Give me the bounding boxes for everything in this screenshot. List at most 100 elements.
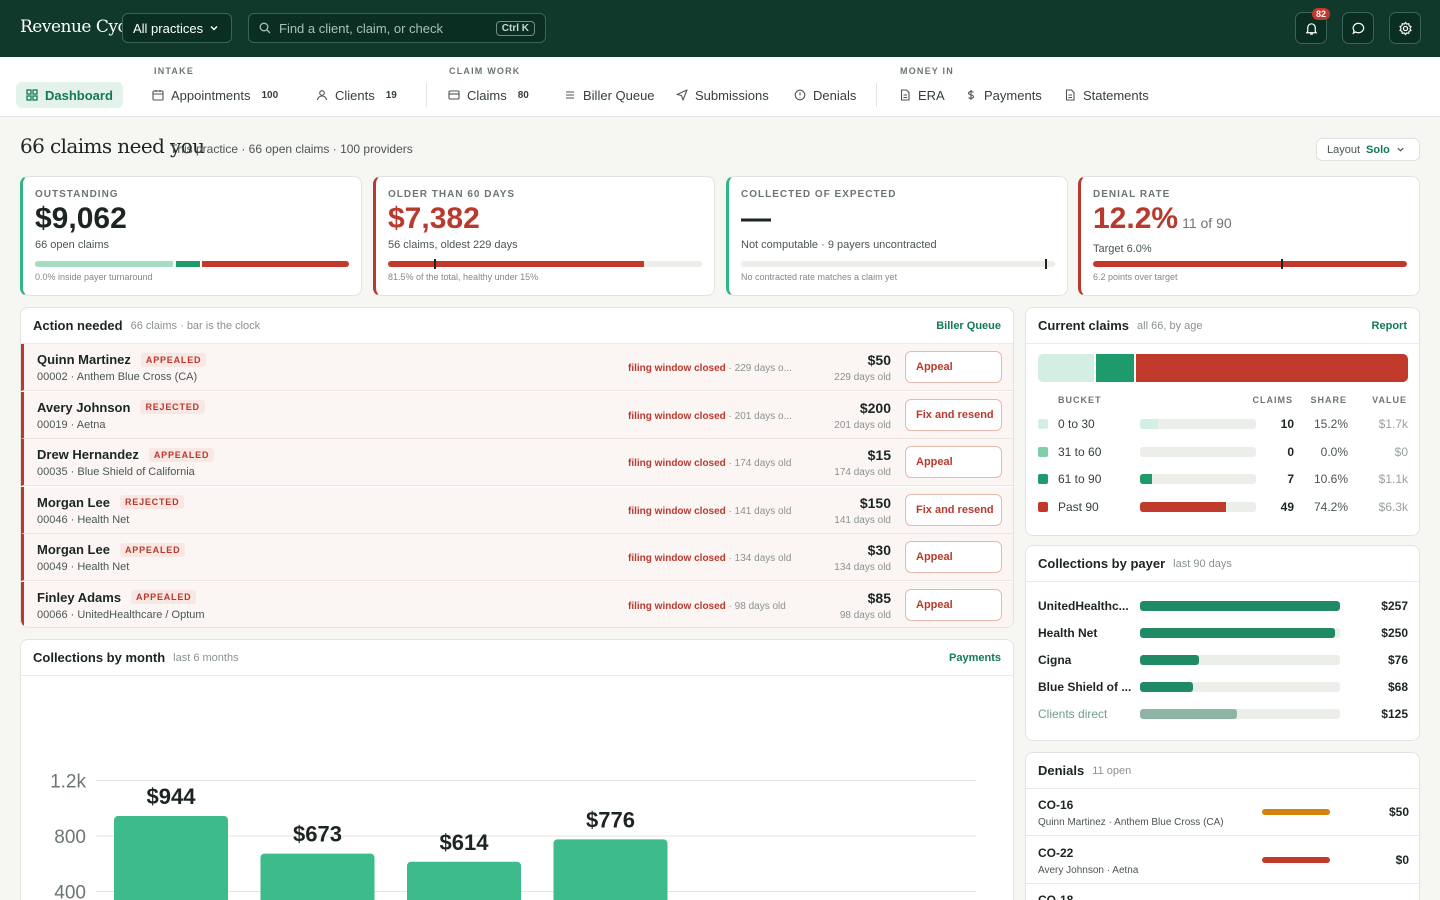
payer-amount: $125	[1381, 707, 1408, 721]
bucket-value: $1.7k	[1378, 417, 1408, 431]
nav-claims[interactable]: Claims 80	[440, 82, 537, 108]
panel-meta: last 6 months	[173, 651, 239, 664]
nav-appointments[interactable]: Appointments 100	[144, 82, 286, 108]
claim-note-strong: filing window closed	[628, 458, 726, 469]
action-row[interactable]: Morgan Lee APPEALED 00049 · Health Net fili…	[21, 534, 1013, 581]
payer-bar-fill	[1140, 709, 1238, 719]
chevron-down-icon	[209, 23, 219, 33]
payer-bar-fill	[1140, 682, 1193, 692]
payer-amount: $257	[1381, 599, 1408, 613]
claim-payer: 00066 · UnitedHealthcare / Optum	[37, 608, 205, 621]
kpi-outstanding[interactable]: OUTSTANDING $9,062 66 open claims 0.0% i…	[20, 176, 362, 296]
bucket-value: $6.3k	[1378, 499, 1408, 514]
kpi-collected-of-expected[interactable]: COLLECTED OF EXPECTED — Not computable ·…	[726, 176, 1068, 296]
bucket-row[interactable]: 31 to 60 0 0.0% $0	[1038, 442, 1408, 462]
denial-row[interactable]: CO-16 Quinn Martinez · Anthem Blue Cross …	[1026, 789, 1419, 836]
payer-row[interactable]: Blue Shield of ... $68	[1038, 677, 1408, 697]
denial-row[interactable]: CO-22 Avery Johnson · Aetna $0	[1026, 837, 1419, 884]
practice-selector[interactable]: All practices	[122, 13, 232, 43]
status-badge: APPEALED	[140, 352, 207, 367]
bar-gap	[199, 261, 203, 267]
payer-amount: $250	[1381, 626, 1408, 640]
claim-action-button[interactable]: Fix and resend	[905, 398, 1002, 431]
nav-clients-count: 19	[385, 89, 397, 101]
bucket-swatch	[1038, 419, 1048, 429]
kpi-progress-bar	[741, 261, 1055, 267]
search-input[interactable]	[279, 20, 488, 36]
claim-amount: $50	[867, 352, 891, 368]
payer-name: Blue Shield of ...	[1038, 680, 1132, 694]
bucket-bar	[1140, 474, 1256, 484]
status-badge: APPEALED	[119, 542, 186, 557]
target-marker	[1281, 259, 1283, 269]
layout-selector[interactable]: Layout Solo	[1316, 138, 1420, 161]
current-claims-panel: Current claims all 66, by age Report BUC…	[1025, 307, 1420, 536]
notifications-button[interactable]: 82	[1295, 8, 1330, 44]
nav-clients[interactable]: Clients 19	[308, 82, 405, 108]
kpi-older-than-60[interactable]: OLDER THAN 60 DAYS $7,382 56 claims, old…	[373, 176, 715, 296]
status-badge: APPEALED	[131, 590, 197, 604]
payer-row[interactable]: UnitedHealthc... $257	[1038, 596, 1408, 616]
biller-queue-link[interactable]: Biller Queue	[936, 319, 1001, 332]
client-name-text: Quinn Martinez	[37, 352, 131, 367]
search-bar[interactable]: Ctrl K	[248, 13, 546, 43]
claim-note: filing window closed · 141 days old	[628, 506, 791, 517]
client-name: Avery Johnson REJECTED	[37, 400, 205, 415]
claim-action-button[interactable]: Appeal	[905, 351, 1002, 383]
nav-payments[interactable]: Payments	[957, 82, 1050, 108]
payer-row[interactable]: Health Net $250	[1038, 623, 1408, 643]
brand-logo[interactable]: Revenue Cycle	[20, 17, 142, 37]
kpi-value-number: 12.2%	[1093, 202, 1179, 235]
column-header: BUCKET	[1058, 395, 1102, 405]
kpi-label: COLLECTED OF EXPECTED	[741, 189, 897, 200]
report-link[interactable]: Report	[1371, 319, 1407, 332]
claim-note-text: · 98 days old	[725, 600, 786, 612]
action-row[interactable]: Avery Johnson REJECTED 00019 · Aetna filing…	[21, 391, 1013, 439]
kpi-progress-fill	[388, 261, 644, 267]
bucket-label: 0 to 30	[1058, 417, 1095, 431]
kpi-footnote: No contracted rate matches a claim yet	[741, 272, 898, 282]
bucket-row[interactable]: 61 to 90 7 10.6% $1.1k	[1038, 469, 1408, 489]
claim-age: 134 days old	[834, 562, 891, 573]
nav-biller-queue[interactable]: Biller Queue	[556, 82, 663, 108]
denial-row[interactable]: CO-18	[1026, 884, 1419, 900]
payments-link[interactable]: Payments	[949, 651, 1001, 664]
practice-selector-label: All practices	[133, 20, 204, 36]
claim-action-button[interactable]: Appeal	[905, 446, 1002, 478]
page-title: 66 claims need you	[20, 134, 205, 158]
data-label: $673	[293, 822, 342, 847]
nav-era[interactable]: ERA	[891, 82, 953, 108]
action-needed-panel: Action needed 66 claims · bar is the clo…	[20, 307, 1014, 628]
payer-bar	[1140, 682, 1340, 692]
nav-denials[interactable]: Denials	[786, 82, 864, 108]
action-row[interactable]: Finley Adams APPEALED 00066 · UnitedHealth…	[21, 581, 1013, 627]
nav-statements[interactable]: Statements	[1056, 82, 1157, 108]
claim-amount: $30	[867, 542, 891, 558]
bucket-row[interactable]: 0 to 30 10 15.2% $1.7k	[1038, 414, 1408, 434]
nav-dashboard[interactable]: Dashboard	[16, 82, 123, 108]
action-row[interactable]: Morgan Lee REJECTED 00046 · Health Net fili…	[21, 486, 1013, 534]
payer-row[interactable]: Cigna $76	[1038, 650, 1408, 670]
denial-code: CO-22	[1038, 845, 1074, 860]
nav-submissions[interactable]: Submissions	[668, 82, 777, 108]
kpi-value: 12.2% 11 of 90	[1093, 202, 1407, 240]
bar-segment	[202, 261, 349, 267]
nav-group-money-in: MONEY IN	[900, 66, 954, 76]
action-row[interactable]: Drew Hernandez APPEALED 00035 · Blue Shiel…	[21, 439, 1013, 486]
bucket-row[interactable]: Past 90 49 74.2% $6.3k	[1038, 497, 1408, 517]
chevron-down-icon	[1396, 145, 1405, 154]
nav-divider	[426, 83, 427, 107]
claim-action-button[interactable]: Fix and resend	[905, 493, 1002, 526]
settings-button[interactable]	[1389, 12, 1421, 44]
bar-segment	[35, 261, 174, 267]
messages-button[interactable]	[1342, 12, 1374, 44]
action-row[interactable]: Quinn Martinez APPEALED 00002 · Anthem Blu…	[21, 344, 1013, 391]
y-tick-label: 1.2k	[50, 772, 86, 793]
kpi-denial-rate[interactable]: DENIAL RATE 12.2% 11 of 90 Target 6.0% 6.…	[1078, 176, 1420, 296]
bucket-swatch	[1038, 446, 1048, 457]
bucket-claims: 0	[1287, 444, 1294, 459]
claim-action-button[interactable]: Appeal	[905, 541, 1002, 573]
claim-action-button[interactable]: Appeal	[905, 588, 1002, 621]
payer-row[interactable]: Clients direct $125	[1038, 704, 1408, 724]
